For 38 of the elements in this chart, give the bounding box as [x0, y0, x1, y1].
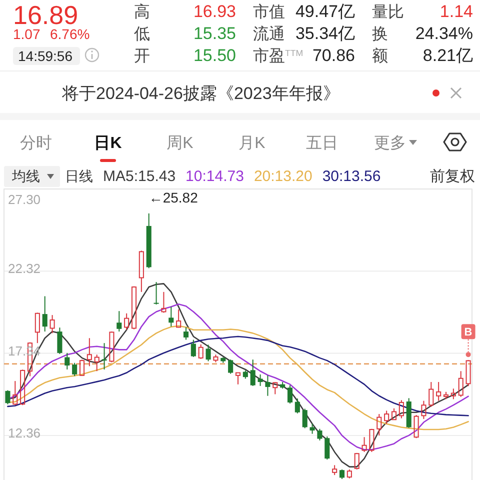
annotation: 开 [134, 48, 150, 65]
annotation: 24.34% [415, 24, 473, 43]
annotation: 均线 [12, 168, 40, 184]
annotation: 日K [94, 135, 122, 152]
annotation: 换 [372, 26, 388, 43]
annotation: 将于2024-04-26披露《2023年年报》 [62, 84, 340, 103]
annotation: 市值 [253, 4, 285, 21]
annotation: 分时 [20, 135, 52, 152]
annotation: 低 [134, 26, 150, 43]
annotation: 8.21亿 [422, 46, 473, 65]
legend-entry: 30:13.56 [322, 168, 381, 185]
y-tick-label: 27.30 [8, 192, 41, 207]
annotation: 高 [134, 4, 150, 21]
legend-entry: 20:13.20 [254, 168, 312, 185]
annotation: 14:59:56 [13, 47, 80, 65]
annotation: 更多 [374, 135, 406, 152]
annotation: 70.86 [312, 46, 355, 65]
annotation: ←25.82 [148, 189, 198, 206]
annotation: 月K [238, 135, 266, 152]
annotation: 35.34亿 [295, 24, 355, 43]
annotation: 额 [372, 48, 388, 65]
annotation: 五日 [306, 135, 338, 152]
annotation: B [464, 326, 472, 339]
annotation: 市盈$^{TTM}$ [253, 48, 304, 65]
annotation: 前复权 [430, 168, 475, 185]
legend-entry: MA5:15.43 [103, 168, 176, 185]
annotation: 1.14 [440, 2, 473, 21]
annotation: 49.47亿 [295, 2, 355, 21]
annotation: 日线 [65, 168, 93, 184]
annotation: 流通 [253, 26, 285, 43]
annotation: 量比 [372, 4, 404, 21]
legend-entry: 10:14.73 [186, 168, 244, 185]
y-tick-label: 22.32 [8, 261, 41, 276]
annotation: 周K [166, 135, 194, 152]
y-tick-label: 12.36 [8, 425, 41, 440]
annotation: 15.50 [193, 46, 236, 65]
annotation: 16.93 [193, 2, 236, 21]
annotation: 15.35 [193, 24, 236, 43]
